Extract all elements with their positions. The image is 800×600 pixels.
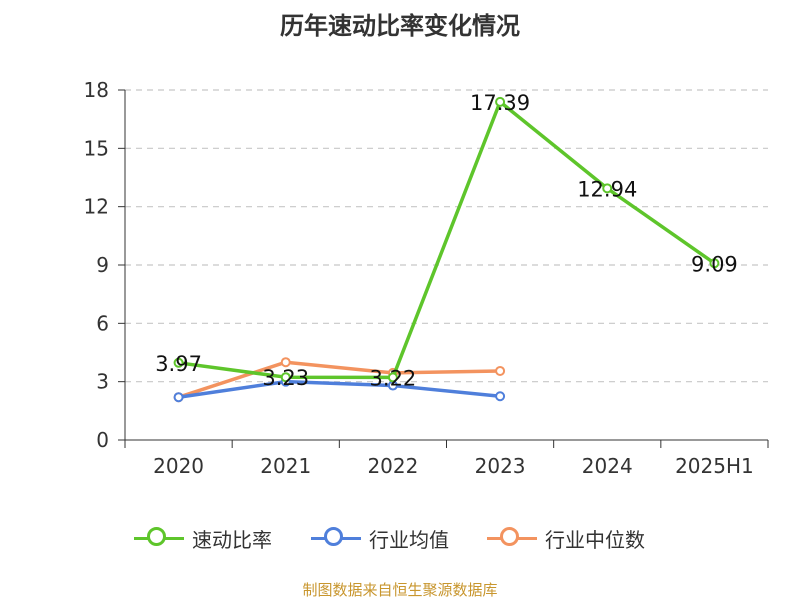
legend-item-industry-median[interactable]: 行业中位数 (487, 521, 645, 555)
data-point (387, 372, 398, 383)
data-point (280, 372, 291, 383)
series-line-2 (178, 360, 501, 399)
source-note: 制图数据来自恒生聚源数据库 (302, 581, 498, 599)
x-tick-label: 2021 (260, 454, 311, 478)
series-line-1 (178, 379, 501, 399)
data-label: 3.23 (262, 366, 309, 390)
y-tick-label: 9 (96, 253, 109, 277)
legend-marker-icon (487, 523, 537, 553)
legend-label: 行业中位数 (545, 527, 645, 552)
y-tick-label: 12 (84, 195, 109, 219)
x-tick-label: 2023 (475, 454, 526, 478)
y-tick-label: 15 (84, 136, 109, 160)
x-tick-label: 2024 (582, 454, 633, 478)
data-label: 17.39 (470, 91, 530, 115)
data-label: 3.22 (370, 366, 417, 390)
data-label: 12.94 (577, 177, 637, 201)
data-point (173, 357, 184, 368)
y-tick-label: 6 (96, 311, 109, 335)
legend-marker-icon (134, 523, 184, 553)
data-point (602, 183, 613, 194)
data-point (495, 365, 506, 376)
chart-title: 历年速动比率变化情况 (280, 12, 520, 40)
x-tick-label: 2022 (367, 454, 418, 478)
data-point (280, 357, 291, 368)
x-tick-label: 2025H1 (675, 454, 754, 478)
data-point (495, 96, 506, 107)
data-point (173, 392, 184, 403)
data-point (709, 258, 720, 269)
legend-label: 行业均值 (369, 527, 449, 552)
series-line-0 (178, 100, 716, 380)
x-tick-label: 2020 (153, 454, 204, 478)
y-tick-label: 18 (84, 78, 109, 102)
legend-item-quick-ratio[interactable]: 速动比率 (134, 521, 272, 555)
data-label: 9.09 (691, 252, 738, 276)
y-tick-label: 0 (96, 428, 109, 452)
data-point (495, 391, 506, 402)
data-label: 3.97 (155, 352, 202, 376)
legend-item-industry-average[interactable]: 行业均值 (311, 521, 449, 555)
y-tick-label: 3 (96, 370, 109, 394)
legend-label: 速动比率 (192, 527, 272, 552)
legend: 速动比率 行业均值 行业中位数 (0, 521, 800, 555)
legend-marker-icon (311, 523, 361, 553)
